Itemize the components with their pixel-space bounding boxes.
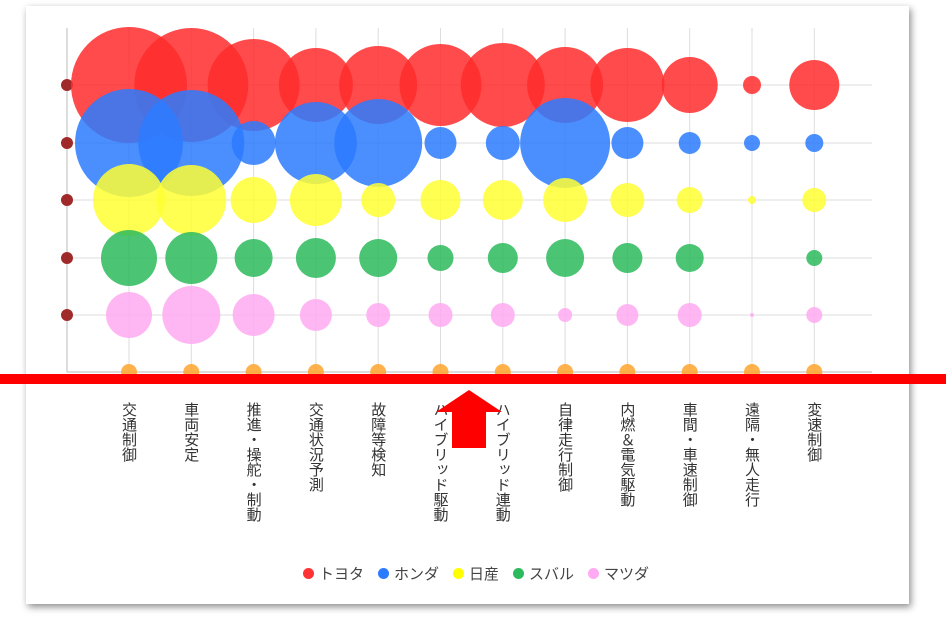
bubble-2-0[interactable] [93, 164, 165, 236]
legend-dot-icon [588, 568, 600, 579]
row-edge-point-0 [61, 79, 73, 91]
chart-legend: トヨタ ホンダ 日産 スバル マツダ [0, 563, 952, 584]
bubble-0-9[interactable] [661, 57, 718, 113]
bubble-0-10[interactable] [743, 76, 761, 94]
bubble-2-7[interactable] [543, 178, 588, 222]
bubble-3-1[interactable] [165, 232, 218, 284]
row-edge-point-2 [61, 194, 73, 206]
bubble-3-6[interactable] [487, 243, 518, 273]
bubble-3-11[interactable] [806, 250, 823, 266]
red-annotation-arrow [436, 390, 502, 448]
bubble-3-2[interactable] [234, 239, 273, 277]
legend-label: 日産 [468, 565, 499, 583]
bubble-4-1[interactable] [162, 286, 221, 344]
legend-dot-icon [377, 568, 389, 579]
x-tick-label: 変速制御 [805, 402, 824, 462]
bubble-1-6[interactable] [485, 126, 520, 160]
x-tick-label: 車両安定 [182, 402, 201, 462]
legend-item[interactable]: トヨタ [302, 563, 364, 584]
red-annotation-line [0, 374, 946, 384]
bubble-1-4[interactable] [334, 99, 423, 187]
bubble-1-2[interactable] [231, 121, 276, 165]
chart-bubbles [61, 27, 840, 380]
bubble-0-3[interactable] [278, 48, 353, 122]
bubble-3-5[interactable] [427, 245, 454, 271]
x-tick-label: 遠隔・無人走行 [743, 402, 761, 507]
bubble-2-6[interactable] [482, 180, 523, 220]
legend-label: スバル [529, 565, 575, 583]
row-edge-point-3 [61, 252, 73, 264]
bubble-4-10[interactable] [750, 313, 754, 317]
bubble-2-9[interactable] [676, 187, 703, 213]
bubble-1-3[interactable] [274, 102, 357, 184]
bubble-2-5[interactable] [420, 180, 461, 220]
legend-item[interactable]: 日産 [452, 563, 499, 584]
legend-dot-icon [452, 568, 464, 579]
bubble-1-10[interactable] [744, 135, 760, 151]
bubble-4-8[interactable] [616, 304, 639, 326]
bubble-3-7[interactable] [546, 239, 585, 277]
bubble-3-4[interactable] [359, 239, 398, 277]
x-tick-label: ハイブリッド駆動 [431, 402, 450, 522]
legend-dot-icon [513, 568, 524, 579]
bubble-1-1[interactable] [138, 90, 245, 196]
legend-item[interactable]: ホンダ [377, 563, 439, 584]
bubble-1-11[interactable] [805, 134, 824, 152]
x-tick-label: 車間・車速制御 [680, 402, 699, 507]
bubble-2-1[interactable] [156, 165, 227, 235]
bubble-3-9[interactable] [675, 244, 704, 272]
bubble-2-10[interactable] [748, 196, 756, 204]
bubble-4-0[interactable] [106, 292, 152, 338]
bubble-2-4[interactable] [361, 183, 396, 217]
legend-dot-icon [302, 568, 314, 579]
x-tick-label: 推進・操舵・制動 [244, 402, 263, 522]
bubble-1-9[interactable] [678, 132, 701, 154]
row-edge-point-1 [61, 137, 73, 149]
bubble-4-6[interactable] [490, 303, 515, 327]
x-tick-label: 故障等検知 [369, 402, 388, 477]
x-tick-label: 自律走行制御 [556, 402, 575, 492]
bubble-0-11[interactable] [789, 60, 840, 110]
bubble-3-3[interactable] [295, 238, 336, 278]
bubble-0-6[interactable] [460, 43, 545, 127]
legend-label: ホンダ [393, 565, 439, 583]
legend-item[interactable]: マツダ [588, 563, 649, 584]
bubble-2-2[interactable] [230, 177, 277, 223]
bubble-3-8[interactable] [612, 243, 643, 273]
bubble-4-3[interactable] [299, 299, 332, 331]
bubble-1-8[interactable] [611, 127, 644, 159]
x-tick-label: 交通制御 [120, 402, 138, 462]
legend-label: マツダ [604, 565, 650, 583]
bubble-4-7[interactable] [558, 308, 573, 322]
legend-item[interactable]: スバル [513, 563, 574, 584]
bubble-1-5[interactable] [424, 127, 457, 159]
bubble-2-11[interactable] [802, 188, 827, 212]
x-tick-label: ハイブリッド連動 [493, 402, 512, 522]
bubble-4-2[interactable] [232, 294, 275, 336]
bubble-0-8[interactable] [590, 48, 665, 122]
bubble-1-7[interactable] [520, 98, 611, 188]
bubble-4-4[interactable] [366, 303, 391, 327]
bubble-4-9[interactable] [677, 303, 702, 327]
bubble-4-11[interactable] [806, 307, 823, 323]
x-tick-label: 内燃＆電気駆動 [618, 402, 637, 507]
bubble-3-0[interactable] [101, 230, 157, 286]
bubble-2-3[interactable] [289, 174, 342, 226]
legend-label: トヨタ [318, 565, 364, 583]
row-edge-point-4 [61, 309, 73, 321]
bubble-2-8[interactable] [610, 183, 645, 217]
bubble-4-5[interactable] [428, 303, 453, 327]
x-tick-label: 交通状況予測 [306, 402, 325, 492]
bubble-0-5[interactable] [399, 44, 482, 126]
